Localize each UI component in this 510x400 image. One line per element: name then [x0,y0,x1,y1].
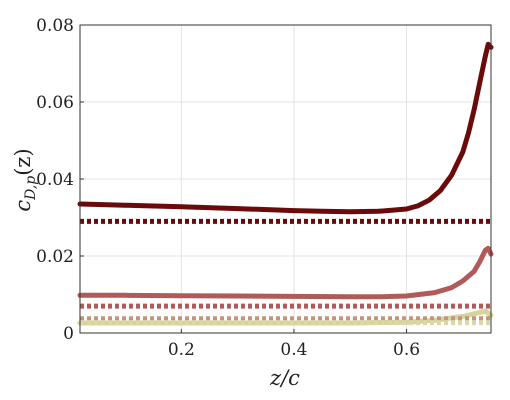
series-0-solid-line [77,41,494,215]
y-tick-label: 0 [63,324,74,344]
series-2-solid-line [77,245,494,300]
series-layer [77,41,494,326]
grid [80,25,491,333]
y-axis-label: cD,p(z) [11,148,39,211]
y-axis-label-sub: D,p [23,176,39,201]
y-tick-label: 0.02 [36,247,74,267]
x-axis-label: z/c [269,366,300,390]
y-axis-label-base: c [11,200,35,212]
x-ticks: 0.2 0.4 0.6 [168,329,420,360]
y-tick-label: 0.06 [36,93,74,113]
x-tick-label: 0.4 [280,340,307,360]
x-tick-label: 0.6 [393,340,420,360]
y-axis-label-arg: (z) [11,148,35,175]
y-ticks: 0 0.02 0.04 0.06 0.08 [36,16,84,344]
y-tick-label: 0.04 [36,170,74,190]
y-tick-label: 0.08 [36,16,74,36]
x-tick-label: 0.2 [168,340,195,360]
